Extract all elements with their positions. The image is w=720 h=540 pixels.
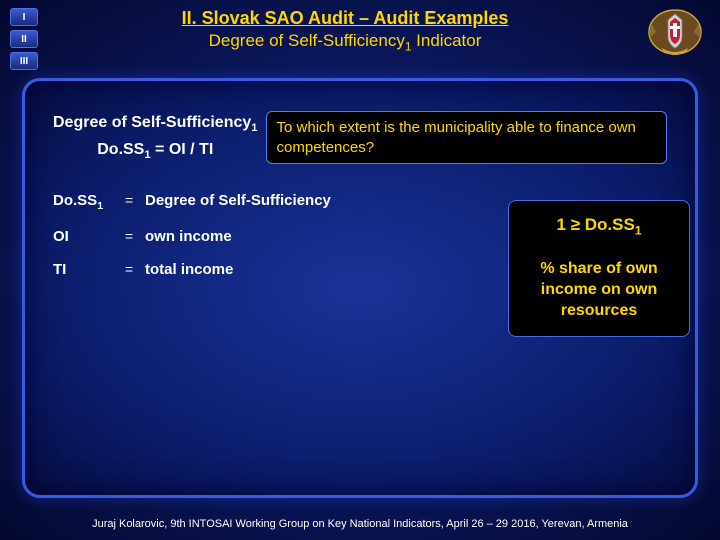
legend-equals: = (125, 261, 145, 277)
page-subtitle: Degree of Self-Sufficiency1 Indicator (60, 31, 630, 53)
footer-text: Juraj Kolarovic, 9th INTOSAI Working Gro… (0, 518, 720, 530)
definition-title: Degree of Self-Sufficiency1 (53, 114, 258, 134)
legend-equals: = (125, 228, 145, 244)
info-note: % share of own income on own resources (519, 259, 679, 321)
definition-formula: Do.SS1 = OI / TI (53, 141, 258, 161)
nav-tab-1[interactable]: I (10, 8, 38, 26)
info-inequality: 1 ≥ Do.SS1 (519, 215, 679, 237)
legend-symbol: Do.SS1 (53, 192, 125, 212)
legend-desc: Degree of Self-Sufficiency (145, 192, 331, 209)
header: II. Slovak SAO Audit – Audit Examples De… (60, 8, 630, 53)
definition-left: Degree of Self-Sufficiency1 Do.SS1 = OI … (53, 114, 258, 160)
legend-equals: = (125, 192, 145, 208)
nav-tab-3[interactable]: III (10, 52, 38, 70)
info-box: 1 ≥ Do.SS1 % share of own income on own … (508, 200, 690, 337)
page-title: II. Slovak SAO Audit – Audit Examples (60, 8, 630, 29)
legend-desc: total income (145, 261, 233, 278)
legend-desc: own income (145, 228, 232, 245)
crest-icon (642, 6, 708, 58)
question-box: To which extent is the municipality able… (266, 111, 667, 164)
nav-tab-2[interactable]: II (10, 30, 38, 48)
legend-symbol: OI (53, 228, 125, 245)
nav-tabs: I II III (10, 8, 38, 70)
legend-symbol: TI (53, 261, 125, 278)
definition-row: Degree of Self-Sufficiency1 Do.SS1 = OI … (53, 111, 667, 164)
